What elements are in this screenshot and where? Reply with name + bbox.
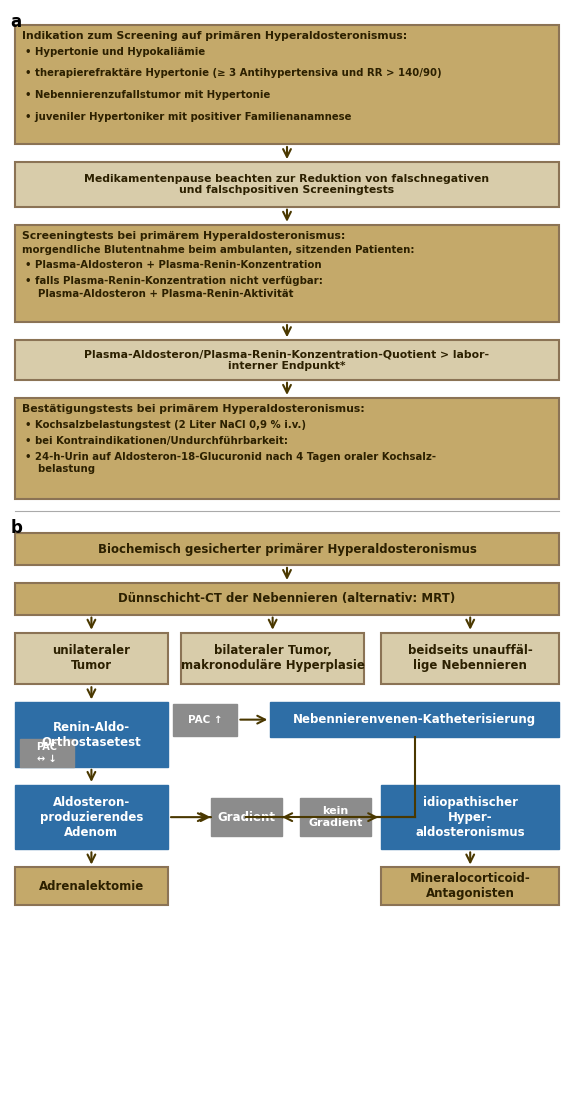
FancyBboxPatch shape — [15, 702, 168, 767]
Text: • bei Kontraindikationen/Undurchführbarkeit:: • bei Kontraindikationen/Undurchführbark… — [25, 436, 288, 446]
FancyBboxPatch shape — [381, 785, 559, 850]
Text: • Kochsalzbelastungstest (2 Liter NaCl 0,9 % i.v.): • Kochsalzbelastungstest (2 Liter NaCl 0… — [25, 419, 305, 429]
Text: Bestätigungstests bei primärem Hyperaldosteronismus:: Bestätigungstests bei primärem Hyperaldo… — [22, 404, 364, 414]
Text: Mineralocorticoid-
Antagonisten: Mineralocorticoid- Antagonisten — [410, 872, 530, 901]
FancyBboxPatch shape — [15, 868, 168, 905]
Text: Gradient: Gradient — [218, 810, 276, 824]
Text: belastung: belastung — [32, 465, 96, 475]
Text: Biochemisch gesicherter primärer Hyperaldosteronismus: Biochemisch gesicherter primärer Hyperal… — [98, 543, 476, 556]
FancyBboxPatch shape — [381, 868, 559, 905]
FancyBboxPatch shape — [270, 702, 559, 737]
FancyBboxPatch shape — [15, 533, 559, 565]
Text: kein
Gradient: kein Gradient — [308, 806, 363, 828]
FancyBboxPatch shape — [15, 633, 168, 685]
Text: Aldosteron-
produzierendes
Adenom: Aldosteron- produzierendes Adenom — [40, 796, 143, 839]
Text: morgendliche Blutentnahme beim ambulanten, sitzenden Patienten:: morgendliche Blutentnahme beim ambulante… — [22, 244, 414, 254]
FancyBboxPatch shape — [20, 739, 74, 767]
FancyBboxPatch shape — [15, 225, 559, 323]
FancyBboxPatch shape — [15, 340, 559, 380]
Text: Adrenalektomie: Adrenalektomie — [39, 880, 144, 893]
Text: • 24-h-Urin auf Aldosteron-18-Glucuronid nach 4 Tagen oraler Kochsalz-: • 24-h-Urin auf Aldosteron-18-Glucuronid… — [25, 451, 436, 461]
FancyBboxPatch shape — [181, 633, 364, 685]
Text: unilateraler
Tumor: unilateraler Tumor — [52, 644, 130, 673]
Text: beidseits unauffäl-
lige Nebennieren: beidseits unauffäl- lige Nebennieren — [408, 644, 533, 673]
Text: idiopathischer
Hyper-
aldosteronismus: idiopathischer Hyper- aldosteronismus — [416, 796, 525, 839]
FancyBboxPatch shape — [300, 798, 371, 836]
Text: bilateraler Tumor,
makronoduläre Hyperplasie: bilateraler Tumor, makronoduläre Hyperpl… — [181, 644, 364, 673]
Text: PAC ↑: PAC ↑ — [188, 715, 223, 724]
FancyBboxPatch shape — [173, 704, 238, 735]
Text: a: a — [11, 13, 22, 31]
Text: • Nebennierenzufallstumor mit Hypertonie: • Nebennierenzufallstumor mit Hypertonie — [25, 90, 270, 100]
Text: Plasma-Aldosteron/Plasma-Renin-Konzentration-Quotient > labor-
interner Endpunkt: Plasma-Aldosteron/Plasma-Renin-Konzentra… — [84, 349, 490, 371]
Text: Dünnschicht-CT der Nebennieren (alternativ: MRT): Dünnschicht-CT der Nebennieren (alternat… — [118, 592, 456, 606]
FancyBboxPatch shape — [15, 162, 559, 207]
Text: • Plasma-Aldosteron + Plasma-Renin-Konzentration: • Plasma-Aldosteron + Plasma-Renin-Konze… — [25, 261, 321, 271]
Text: • Hypertonie und Hypokaliämie: • Hypertonie und Hypokaliämie — [25, 46, 205, 56]
Text: Medikamentenpause beachten zur Reduktion von falschnegativen
und falschpositiven: Medikamentenpause beachten zur Reduktion… — [84, 174, 490, 195]
Text: Renin-Aldo-
Orthostasetest: Renin-Aldo- Orthostasetest — [41, 720, 141, 749]
FancyBboxPatch shape — [381, 633, 559, 685]
Text: • juveniler Hypertoniker mit positiver Familienanamnese: • juveniler Hypertoniker mit positiver F… — [25, 112, 351, 122]
FancyBboxPatch shape — [15, 397, 559, 499]
FancyBboxPatch shape — [15, 582, 559, 614]
Text: Indikation zum Screening auf primären Hyperaldosteronismus:: Indikation zum Screening auf primären Hy… — [22, 31, 407, 41]
FancyBboxPatch shape — [211, 798, 282, 836]
FancyBboxPatch shape — [15, 24, 559, 144]
Text: b: b — [11, 520, 22, 537]
Text: Screeningtests bei primärem Hyperaldosteronismus:: Screeningtests bei primärem Hyperaldoste… — [22, 230, 345, 241]
Text: Nebennierenvenen-Katheterisierung: Nebennierenvenen-Katheterisierung — [293, 713, 536, 727]
Text: Plasma-Aldosteron + Plasma-Renin-Aktivität: Plasma-Aldosteron + Plasma-Renin-Aktivit… — [32, 290, 294, 299]
Text: • falls Plasma-Renin-Konzentration nicht verfügbar:: • falls Plasma-Renin-Konzentration nicht… — [25, 276, 323, 286]
FancyBboxPatch shape — [15, 785, 168, 850]
Text: • therapierefraktäre Hypertonie (≥ 3 Antihypertensiva und RR > 140/90): • therapierefraktäre Hypertonie (≥ 3 Ant… — [25, 68, 441, 78]
Text: PAC
↔ ↓: PAC ↔ ↓ — [36, 742, 57, 764]
